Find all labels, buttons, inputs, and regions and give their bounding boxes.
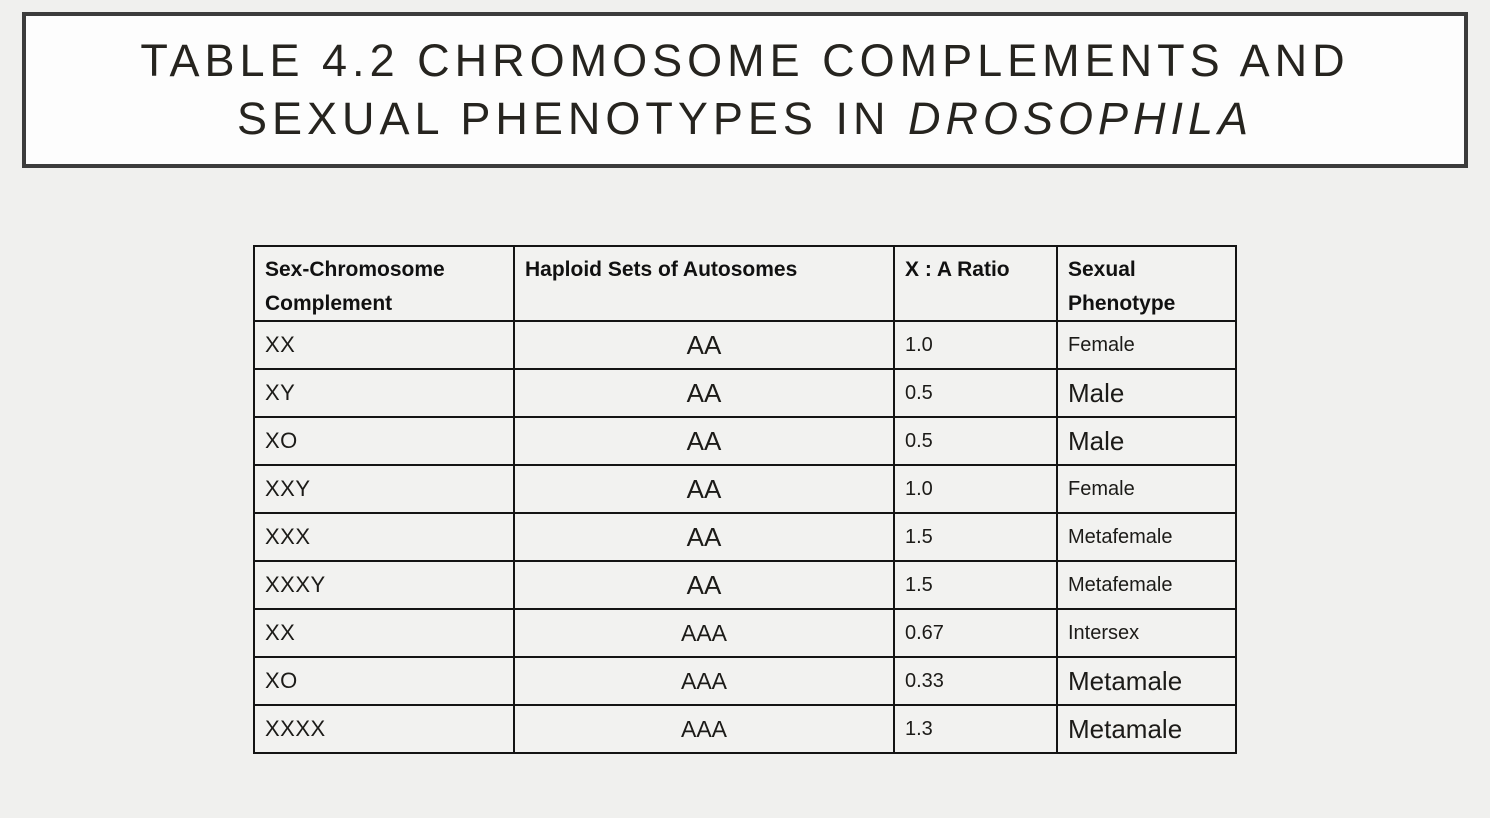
cell-complement: XX bbox=[253, 608, 515, 659]
table-row: XX AA 1.0 Female bbox=[253, 320, 1237, 371]
cell-complement: XY bbox=[253, 368, 515, 419]
cell-autosomes: AAA bbox=[513, 608, 895, 659]
chromosome-complement-table: Sex-Chromosome Complement Haploid Sets o… bbox=[253, 244, 1237, 755]
cell-ratio: 1.3 bbox=[893, 704, 1058, 755]
table-row: XXX AA 1.5 Metafemale bbox=[253, 512, 1237, 563]
cell-ratio: 0.67 bbox=[893, 608, 1058, 659]
table-row: XO AAA 0.33 Metamale bbox=[253, 656, 1237, 707]
slide-title-line1: TABLE 4.2 CHROMOSOME COMPLEMENTS AND bbox=[140, 35, 1350, 87]
cell-ratio: 1.5 bbox=[893, 560, 1058, 611]
cell-autosomes: AAA bbox=[513, 704, 895, 755]
cell-autosomes: AA bbox=[513, 416, 895, 467]
slide-title-line2-prefix: SEXUAL PHENOTYPES IN bbox=[236, 93, 908, 144]
cell-complement: XXXX bbox=[253, 704, 515, 755]
table-header-row: Sex-Chromosome Complement Haploid Sets o… bbox=[253, 244, 1237, 323]
cell-ratio: 1.0 bbox=[893, 464, 1058, 515]
table-row: XXXY AA 1.5 Metafemale bbox=[253, 560, 1237, 611]
cell-phenotype: Male bbox=[1056, 368, 1237, 419]
cell-ratio: 1.5 bbox=[893, 512, 1058, 563]
cell-phenotype: Female bbox=[1056, 320, 1237, 371]
title-box: TABLE 4.2 CHROMOSOME COMPLEMENTS AND SEX… bbox=[22, 12, 1468, 168]
cell-autosomes: AA bbox=[513, 464, 895, 515]
column-header-xa-ratio: X : A Ratio bbox=[893, 244, 1058, 323]
cell-ratio: 1.0 bbox=[893, 320, 1058, 371]
cell-complement: XO bbox=[253, 656, 515, 707]
cell-ratio: 0.5 bbox=[893, 368, 1058, 419]
cell-phenotype: Male bbox=[1056, 416, 1237, 467]
table-row: XX AAA 0.67 Intersex bbox=[253, 608, 1237, 659]
cell-autosomes: AA bbox=[513, 320, 895, 371]
column-header-sexual-phenotype: Sexual Phenotype bbox=[1056, 244, 1237, 323]
table-row: XO AA 0.5 Male bbox=[253, 416, 1237, 467]
slide-title-species-name: DROSOPHILA bbox=[907, 93, 1254, 144]
cell-phenotype: Metafemale bbox=[1056, 560, 1237, 611]
cell-phenotype: Female bbox=[1056, 464, 1237, 515]
table-row: XXY AA 1.0 Female bbox=[253, 464, 1237, 515]
cell-complement: XO bbox=[253, 416, 515, 467]
cell-autosomes: AAA bbox=[513, 656, 895, 707]
cell-phenotype: Intersex bbox=[1056, 608, 1237, 659]
column-header-sex-chromosome-complement: Sex-Chromosome Complement bbox=[253, 244, 515, 323]
column-header-haploid-sets-of-autosomes: Haploid Sets of Autosomes bbox=[513, 244, 895, 323]
table-row: XXXX AAA 1.3 Metamale bbox=[253, 704, 1237, 755]
cell-complement: XXXY bbox=[253, 560, 515, 611]
slide-title-line2: SEXUAL PHENOTYPES IN DROSOPHILA bbox=[237, 90, 1253, 148]
table-row: XY AA 0.5 Male bbox=[253, 368, 1237, 419]
cell-complement: XX bbox=[253, 320, 515, 371]
cell-autosomes: AA bbox=[513, 512, 895, 563]
cell-ratio: 0.5 bbox=[893, 416, 1058, 467]
cell-complement: XXY bbox=[253, 464, 515, 515]
cell-phenotype: Metamale bbox=[1056, 704, 1237, 755]
cell-complement: XXX bbox=[253, 512, 515, 563]
cell-autosomes: AA bbox=[513, 368, 895, 419]
cell-ratio: 0.33 bbox=[893, 656, 1058, 707]
cell-autosomes: AA bbox=[513, 560, 895, 611]
cell-phenotype: Metamale bbox=[1056, 656, 1237, 707]
cell-phenotype: Metafemale bbox=[1056, 512, 1237, 563]
